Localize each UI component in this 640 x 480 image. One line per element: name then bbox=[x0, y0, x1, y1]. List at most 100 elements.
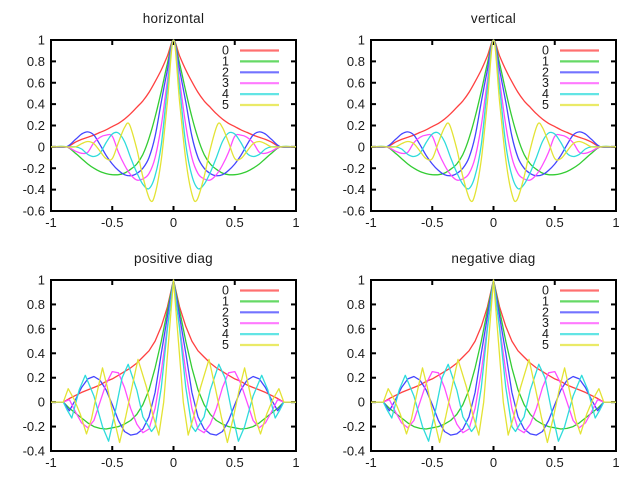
x-tick-label: -0.5 bbox=[101, 215, 123, 230]
x-tick-label: -1 bbox=[45, 455, 57, 470]
subplot-title: negative diag bbox=[451, 251, 536, 266]
x-tick-label: 0 bbox=[170, 215, 177, 230]
y-tick-label: -0.2 bbox=[343, 419, 365, 434]
x-tick-label: -1 bbox=[45, 215, 57, 230]
series-line-3 bbox=[51, 279, 296, 434]
subplot-title: positive diag bbox=[134, 251, 213, 266]
y-tick-label: 0.2 bbox=[27, 118, 45, 133]
x-tick-label: 0.5 bbox=[226, 455, 244, 470]
y-tick-label: -0.6 bbox=[23, 204, 45, 219]
series-line-0 bbox=[371, 279, 616, 403]
y-tick-label: 1 bbox=[38, 273, 45, 288]
x-tick-label: -0.5 bbox=[421, 455, 443, 470]
y-tick-label: -0.2 bbox=[23, 161, 45, 176]
legend-label-2: 2 bbox=[542, 65, 549, 79]
series-line-4 bbox=[371, 279, 616, 442]
y-tick-label: 0.8 bbox=[27, 54, 45, 69]
x-tick-label: -1 bbox=[365, 455, 377, 470]
subplot-negative-diag: negative diag -1 -0.5 0 0.5 1 1 0.8 0.6 0.4 0.2 0 -… bbox=[320, 240, 640, 480]
legend-label-3: 3 bbox=[222, 76, 229, 90]
subplot-positive-diag: positive diag -1 -0.5 0 0.5 1 1 0.8 0.6 0.4 0.2 0 -… bbox=[0, 240, 320, 480]
series-line-3 bbox=[371, 279, 616, 434]
y-tick-label: 0.8 bbox=[347, 297, 365, 312]
x-tick-label: 0.5 bbox=[546, 215, 564, 230]
y-tick-label: 0.6 bbox=[27, 321, 45, 336]
subplot-horizontal: horizontal -1 -0.5 0 0.5 1 1 0.8 0.6 0.4 0.2 0 -0.2… bbox=[0, 0, 320, 240]
y-tick-label: 0.8 bbox=[347, 54, 365, 69]
legend-label-5: 5 bbox=[542, 338, 549, 352]
x-tick-label: 0 bbox=[170, 455, 177, 470]
y-tick-label: 0 bbox=[358, 139, 365, 154]
plot-box bbox=[370, 279, 617, 452]
x-tick-label: 1 bbox=[292, 215, 299, 230]
y-tick-label: 0.6 bbox=[347, 321, 365, 336]
series-line-5 bbox=[51, 39, 296, 203]
y-tick-label: 0 bbox=[358, 395, 365, 410]
subplot-title: horizontal bbox=[142, 11, 205, 26]
x-tick-label: -1 bbox=[365, 215, 377, 230]
y-tick-label: 1 bbox=[358, 33, 365, 48]
series-line-2 bbox=[51, 279, 296, 436]
plot-box bbox=[50, 279, 297, 452]
series-line-4 bbox=[51, 279, 296, 442]
subplot-vertical: vertical -1 -0.5 0 0.5 1 1 0.8 0.6 0.4 0.2 0 -0.2 -0… bbox=[320, 0, 640, 240]
x-tick-label: 0 bbox=[490, 455, 497, 470]
legend-label-4: 4 bbox=[222, 327, 229, 341]
legend-label-2: 2 bbox=[222, 65, 229, 79]
y-tick-label: 0.6 bbox=[347, 75, 365, 90]
legend-label-0: 0 bbox=[542, 284, 549, 298]
legend-label-4: 4 bbox=[222, 87, 229, 101]
y-tick-label: 0.2 bbox=[347, 370, 365, 385]
plot-box bbox=[370, 39, 617, 212]
legend-label-0: 0 bbox=[222, 284, 229, 298]
x-tick-label: 1 bbox=[612, 215, 619, 230]
y-tick-label: -0.2 bbox=[23, 419, 45, 434]
y-tick-label: 0.8 bbox=[27, 297, 45, 312]
legend-label-4: 4 bbox=[542, 327, 549, 341]
series-line-2 bbox=[371, 279, 616, 436]
x-tick-label: 1 bbox=[292, 455, 299, 470]
series-line-5 bbox=[371, 279, 616, 444]
y-tick-label: -0.4 bbox=[343, 182, 365, 197]
y-tick-label: 0.2 bbox=[347, 118, 365, 133]
x-tick-label: 0 bbox=[490, 215, 497, 230]
legend-label-0: 0 bbox=[222, 44, 229, 58]
legend-label-4: 4 bbox=[542, 87, 549, 101]
y-tick-label: 0 bbox=[38, 139, 45, 154]
y-tick-label: 0.6 bbox=[27, 75, 45, 90]
series-line-5 bbox=[51, 279, 296, 444]
y-tick-label: -0.4 bbox=[23, 182, 45, 197]
y-tick-label: 0.4 bbox=[27, 346, 45, 361]
legend-label-3: 3 bbox=[542, 76, 549, 90]
x-tick-label: 1 bbox=[612, 455, 619, 470]
legend-label-0: 0 bbox=[542, 44, 549, 58]
y-tick-label: 1 bbox=[358, 273, 365, 288]
y-tick-label: -0.4 bbox=[343, 444, 365, 459]
legend-label-1: 1 bbox=[222, 294, 229, 308]
legend-label-1: 1 bbox=[542, 294, 549, 308]
y-tick-label: 0.2 bbox=[27, 370, 45, 385]
legend-label-3: 3 bbox=[222, 316, 229, 330]
legend-label-5: 5 bbox=[222, 338, 229, 352]
legend-label-3: 3 bbox=[542, 316, 549, 330]
legend-label-1: 1 bbox=[222, 54, 229, 68]
legend-label-5: 5 bbox=[222, 98, 229, 112]
legend-label-2: 2 bbox=[222, 305, 229, 319]
x-tick-label: -0.5 bbox=[101, 455, 123, 470]
chart-canvas-horizontal: -1 -0.5 0 0.5 110.80.60.40.20-0.2-0.4-0.6012… bbox=[23, 33, 300, 231]
y-tick-label: 0 bbox=[38, 395, 45, 410]
plot-box bbox=[50, 39, 297, 212]
y-tick-label: 0.4 bbox=[347, 346, 365, 361]
chart-canvas-vertical: -1 -0.5 0 0.5 110.80.60.40.20-0.2-0.4-0.6012… bbox=[343, 33, 620, 231]
y-tick-label: 1 bbox=[38, 33, 45, 48]
x-tick-label: 0.5 bbox=[226, 215, 244, 230]
subplot-title: vertical bbox=[470, 11, 517, 26]
y-tick-label: 0.4 bbox=[27, 97, 45, 112]
y-tick-label: -0.6 bbox=[343, 204, 365, 219]
legend-label-1: 1 bbox=[542, 54, 549, 68]
series-line-5 bbox=[371, 39, 616, 203]
series-line-0 bbox=[51, 279, 296, 403]
